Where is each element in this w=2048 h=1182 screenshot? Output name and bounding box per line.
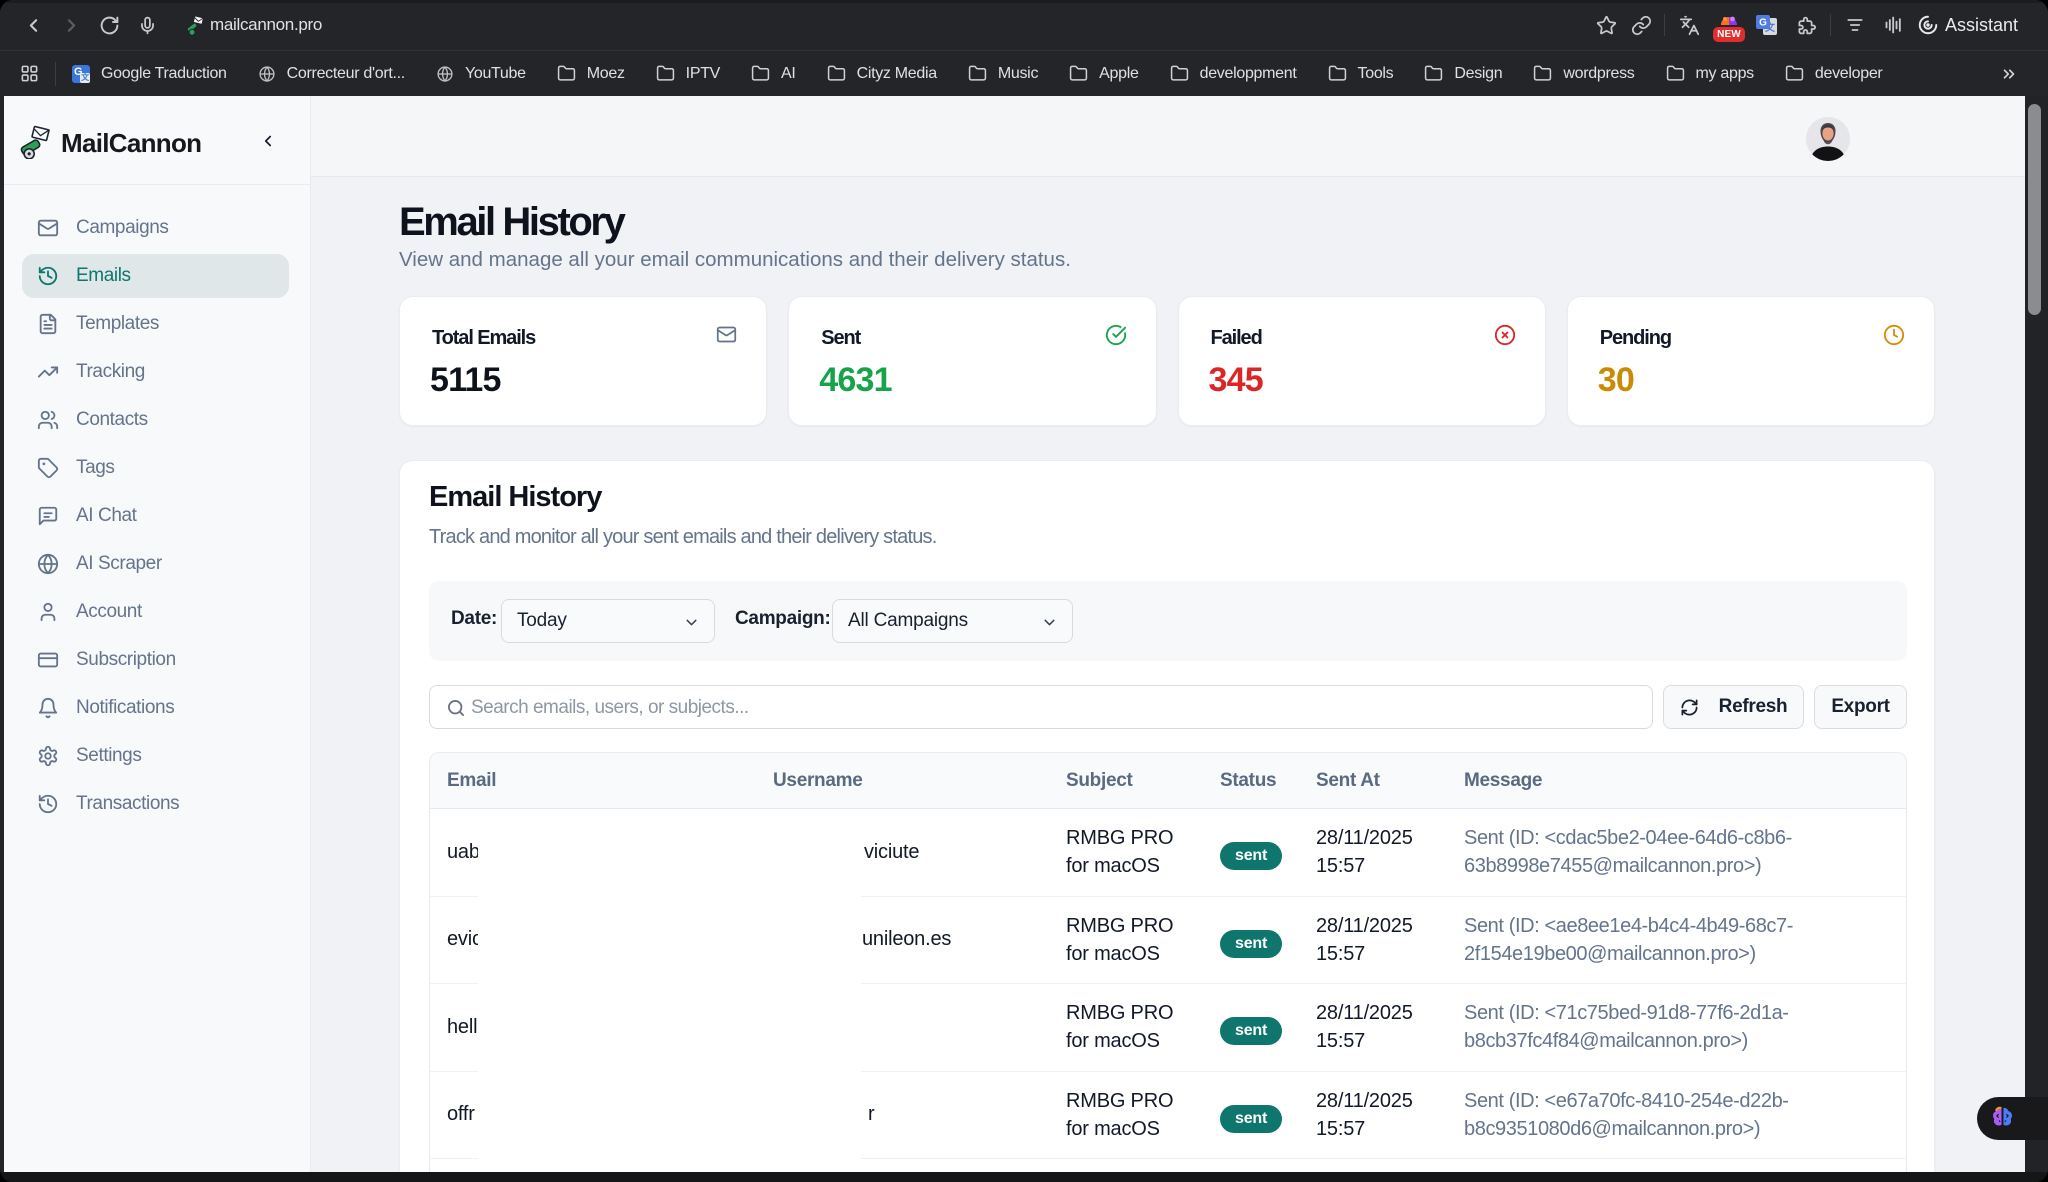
svg-text:G: G [1759, 17, 1767, 28]
svg-text:文: 文 [1765, 21, 1776, 34]
